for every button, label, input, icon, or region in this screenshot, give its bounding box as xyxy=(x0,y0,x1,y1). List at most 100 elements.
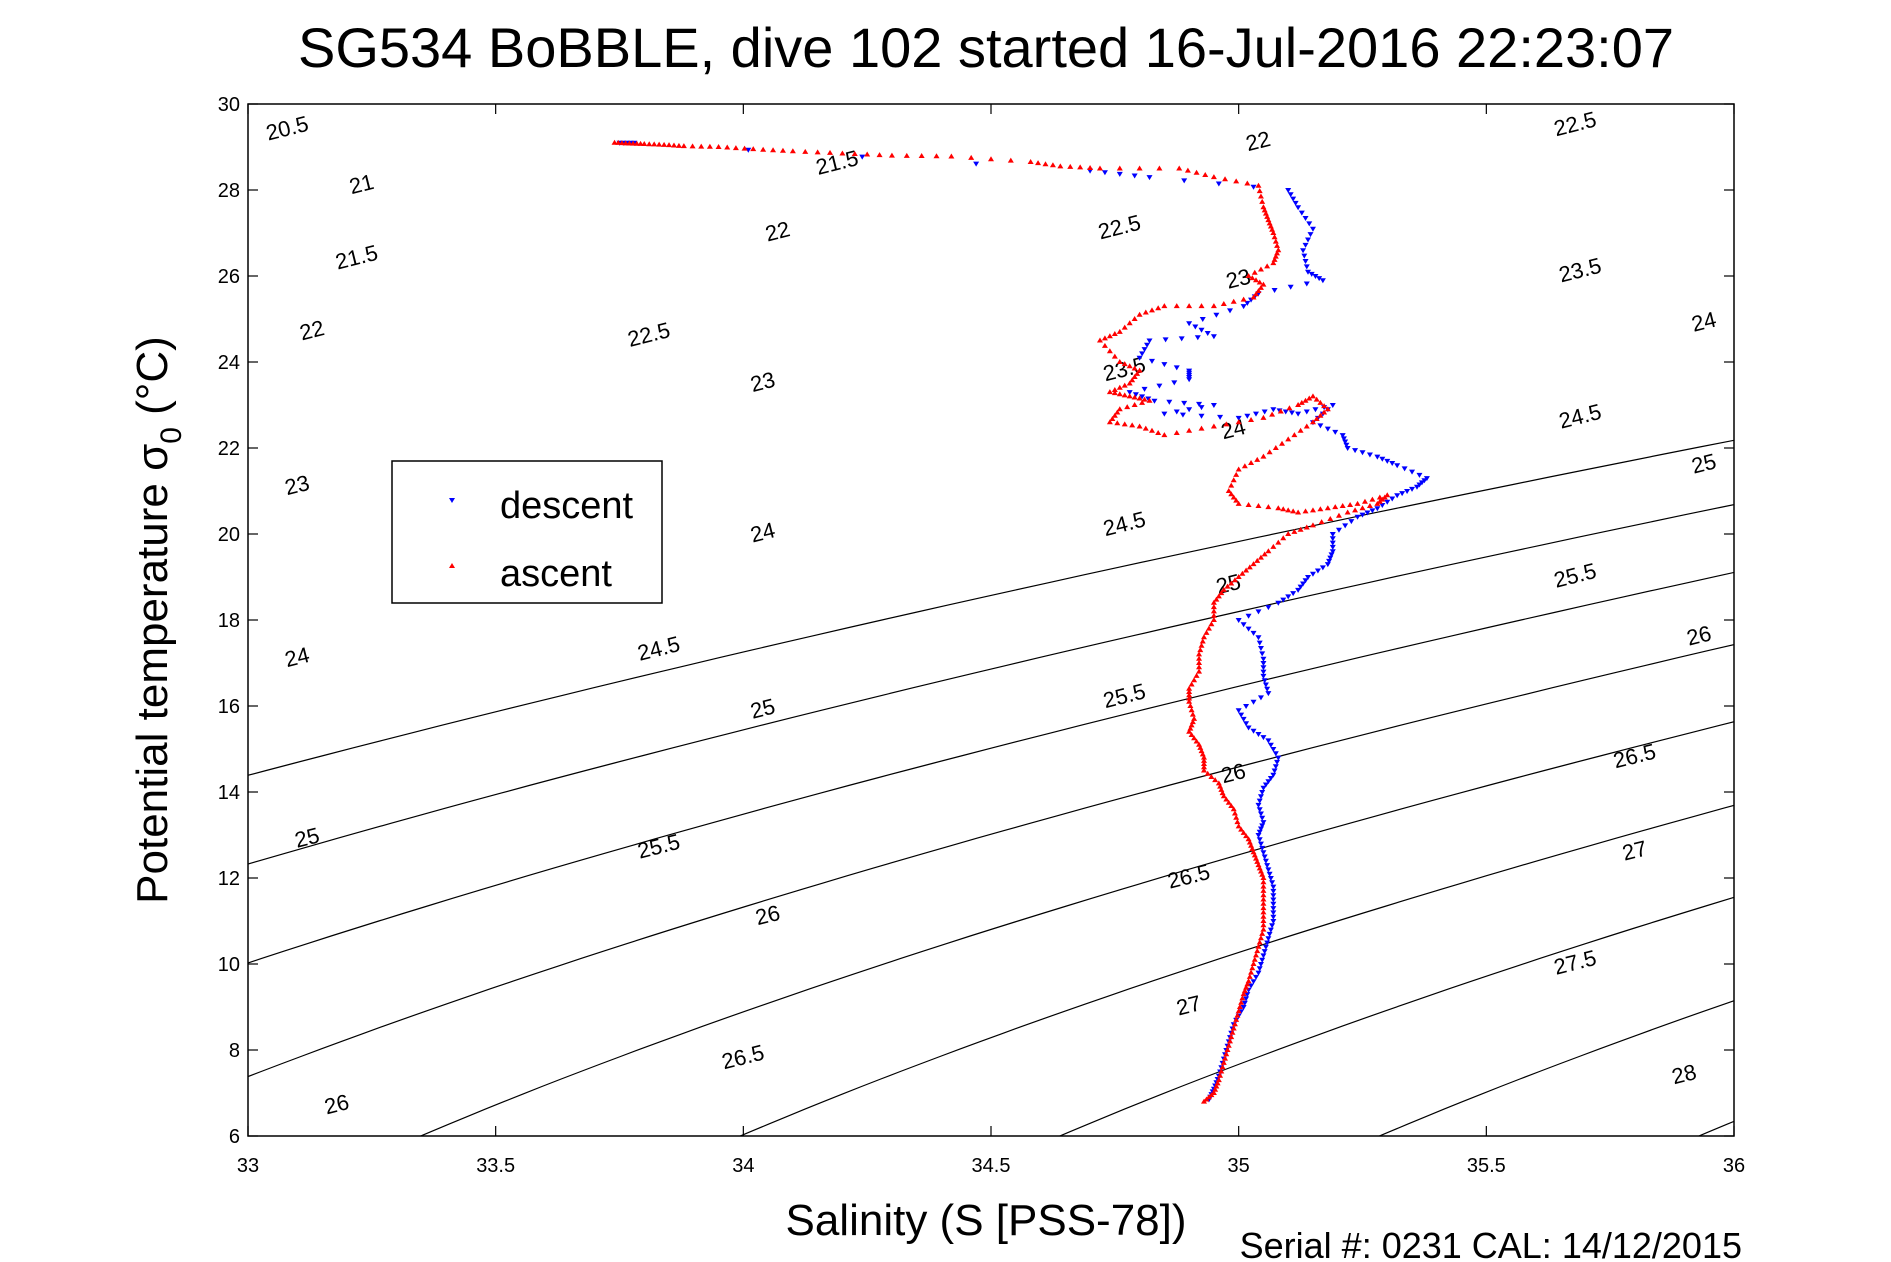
descent-point xyxy=(1259,845,1266,851)
ascent-point xyxy=(1324,406,1331,412)
ascent-point xyxy=(1210,612,1217,618)
contour-label: 24 xyxy=(748,517,778,547)
descent-point xyxy=(1257,841,1264,847)
descent-point xyxy=(1173,365,1180,371)
ascent-point xyxy=(1226,1038,1233,1044)
ascent-point xyxy=(1254,456,1261,462)
ascent-point xyxy=(1126,380,1133,386)
descent-point xyxy=(1326,558,1333,564)
descent-point xyxy=(1260,661,1267,666)
descent-point xyxy=(1302,242,1309,248)
descent-point xyxy=(1270,910,1277,916)
ascent-point xyxy=(1374,500,1381,506)
descent-point xyxy=(1262,782,1269,788)
ascent-point xyxy=(1212,777,1219,783)
ascent-point xyxy=(1096,337,1103,343)
descent-point xyxy=(1275,755,1282,761)
ascent-point xyxy=(1142,309,1149,315)
ascent-point xyxy=(1208,621,1215,627)
ascent-point xyxy=(1161,432,1168,438)
ascent-point xyxy=(1200,754,1207,760)
contour-line xyxy=(419,721,1734,1136)
descent-series xyxy=(616,140,1430,1103)
ascent-point xyxy=(1243,833,1250,839)
descent-point xyxy=(1389,496,1396,502)
ascent-point xyxy=(689,143,696,149)
ascent-point xyxy=(741,145,748,151)
ascent-point xyxy=(1277,408,1284,414)
ascent-point xyxy=(1116,165,1123,171)
descent-point xyxy=(1146,338,1153,344)
ascent-point xyxy=(1129,422,1136,428)
ascent-point xyxy=(1270,230,1277,235)
y-tick-label: 8 xyxy=(229,1040,240,1062)
contour-label: 23 xyxy=(1223,264,1253,294)
ascent-point xyxy=(1235,823,1242,829)
ascent-point xyxy=(1250,294,1257,300)
descent-point xyxy=(1270,884,1277,890)
descent-point xyxy=(1148,358,1155,364)
contour-line xyxy=(1377,1000,1734,1136)
descent-point xyxy=(1151,398,1158,404)
descent-point xyxy=(1179,412,1186,418)
ascent-point xyxy=(1188,681,1195,687)
ascent-point xyxy=(1233,497,1240,503)
ascent-point xyxy=(1210,303,1217,309)
descent-point xyxy=(1262,858,1269,864)
y-tick-label: 18 xyxy=(218,610,240,632)
descent-point xyxy=(1265,605,1272,611)
contour-label: 24 xyxy=(1689,307,1719,337)
descent-point xyxy=(1384,458,1391,464)
ascent-point xyxy=(1275,539,1282,545)
ascent-point xyxy=(1303,423,1310,429)
y-axis-label-unit: (°C) xyxy=(128,336,177,427)
descent-point xyxy=(1141,386,1148,392)
x-tick-label: 34 xyxy=(732,1155,754,1177)
ascent-point xyxy=(1200,634,1207,640)
ascent-point xyxy=(1272,445,1279,450)
descent-point xyxy=(1295,587,1302,593)
descent-point xyxy=(1265,738,1272,744)
ascent-point xyxy=(876,152,883,158)
descent-point xyxy=(1126,390,1133,396)
y-tick-label: 12 xyxy=(218,868,240,890)
contour-line xyxy=(248,643,1734,1078)
ascent-point xyxy=(1200,764,1207,770)
descent-point xyxy=(1173,409,1180,415)
ascent-point xyxy=(1248,969,1255,975)
ascent-point xyxy=(1101,342,1108,348)
descent-point xyxy=(1266,931,1273,937)
ascent-point xyxy=(750,146,757,152)
contour-label: 25 xyxy=(1213,569,1243,599)
ascent-point xyxy=(1344,509,1351,515)
descent-point xyxy=(1287,284,1294,290)
ascent-point xyxy=(706,143,713,149)
descent-point xyxy=(1196,401,1203,407)
contour-line xyxy=(248,571,1734,964)
ascent-point xyxy=(1186,695,1193,701)
descent-point xyxy=(1413,484,1420,490)
ascent-point xyxy=(1291,528,1298,534)
ascent-point xyxy=(1228,482,1235,488)
ascent-point xyxy=(1224,1047,1231,1052)
descent-point xyxy=(1270,901,1277,907)
descent-point xyxy=(1305,575,1312,580)
descent-point xyxy=(1324,562,1331,568)
descent-point xyxy=(1245,613,1252,619)
ascent-point xyxy=(1186,303,1193,309)
descent-point xyxy=(1261,949,1268,955)
ascent-point xyxy=(918,153,925,159)
descent-point xyxy=(1262,944,1269,950)
ascent-point xyxy=(1148,427,1155,433)
ascent-point xyxy=(1230,494,1237,500)
descent-point xyxy=(1256,807,1263,813)
ascent-point xyxy=(1205,625,1212,631)
descent-point xyxy=(859,154,866,160)
ascent-point xyxy=(1260,913,1267,919)
ascent-point xyxy=(1233,471,1240,477)
ascent-point xyxy=(1254,557,1261,563)
descent-point xyxy=(1282,409,1289,415)
ascent-point xyxy=(1210,608,1217,614)
ascent-point xyxy=(1217,1072,1224,1078)
ascent-point xyxy=(1042,161,1049,167)
